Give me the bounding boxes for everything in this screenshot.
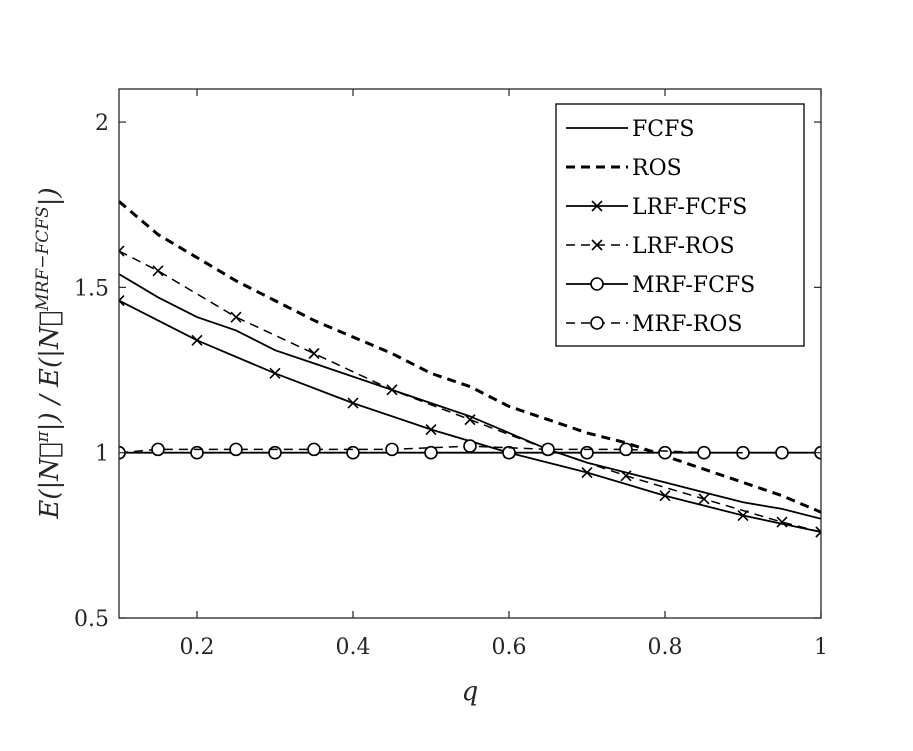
- data-point-mrf-fcfs: [580, 445, 594, 460]
- y-tick-label: 0.5: [74, 607, 109, 632]
- tick-layer: 0.2 0.4 0.6 0.8 1 0.5 1 1.5 2: [74, 89, 828, 660]
- axes-frame: [118, 88, 822, 619]
- data-point-lrf-ros: [815, 526, 821, 538]
- data-point-lrf-ros: [698, 493, 710, 505]
- data-point-lrf-ros: [620, 470, 632, 482]
- x-tick-label: 0.6: [492, 635, 527, 660]
- legend-marker-mrf-fcfs: [590, 277, 604, 291]
- data-point-lrf-fcfs: [425, 423, 437, 436]
- data-point-lrf-ros: [386, 384, 398, 396]
- legend-box: [555, 103, 805, 347]
- data-point-lrf-fcfs: [191, 334, 203, 346]
- data-point-mrf-ros: [541, 442, 555, 457]
- data-point-mrf-ros: [307, 442, 321, 457]
- data-point-mrf-ros: [229, 442, 243, 457]
- data-point-mrf-fcfs: [424, 445, 438, 460]
- y-tick-label: 2: [95, 111, 109, 136]
- legend-marker-lrf-fcfs: [591, 200, 603, 212]
- data-point-lrf-fcfs: [269, 367, 281, 379]
- y-tick-label: 1: [95, 442, 109, 467]
- data-point-lrf-ros: [776, 516, 788, 528]
- data-point-lrf-fcfs: [119, 295, 125, 307]
- x-axis-label: q: [462, 677, 479, 707]
- data-point-mrf-ros: [385, 442, 399, 457]
- data-point-lrf-ros: [308, 347, 320, 360]
- legend-label-ros: ROS: [632, 156, 682, 181]
- data-point-mrf-ros: [619, 442, 633, 457]
- data-point-mrf-fcfs: [190, 445, 204, 460]
- legend-label-mrf-ros: MRF-ROS: [632, 312, 742, 337]
- data-point-mrf-fcfs: [658, 445, 672, 460]
- series-line-fcfs: [119, 273, 821, 520]
- y-axis-label: E(|N⃗π|) / E(|N⃗MRF−FCFS|): [33, 187, 65, 519]
- vector-n-symbol: N⃗: [35, 442, 65, 481]
- series-line-ros: [119, 200, 821, 514]
- data-point-mrf-fcfs: [346, 445, 360, 460]
- legend-marker-mrf-ros: [590, 316, 604, 330]
- data-point-lrf-ros: [152, 265, 164, 277]
- svg-text:E(|N⃗π|) / E(|N⃗MRF−FCFS|): E(|N⃗π|) / E(|N⃗MRF−FCFS|): [33, 187, 65, 519]
- data-point-lrf-fcfs: [659, 490, 671, 502]
- legend: FCFS ROS LRF-FCFS LRF-ROS MRF-FCFS MRF-ROS: [555, 103, 805, 347]
- data-point-lrf-fcfs: [581, 466, 593, 479]
- data-point-mrf-ros: [697, 445, 711, 460]
- data-point-lrf-ros: [464, 414, 476, 426]
- data-point-mrf-ros: [151, 442, 165, 457]
- x-tick-label: 0.2: [180, 635, 215, 660]
- data-point-mrf-ros: [775, 445, 789, 460]
- legend-marker-lrf-ros: [591, 239, 603, 251]
- data-point-mrf-ros: [463, 439, 477, 453]
- legend-label-mrf-fcfs: MRF-FCFS: [632, 273, 755, 298]
- x-tick-label: 1: [814, 635, 828, 660]
- legend-label-lrf-fcfs: LRF-FCFS: [632, 195, 747, 220]
- y-tick-label: 1.5: [74, 276, 109, 301]
- data-point-lrf-fcfs: [347, 397, 359, 409]
- data-point-lrf-ros: [230, 311, 242, 323]
- legend-label-lrf-ros: LRF-ROS: [632, 234, 735, 259]
- x-tick-label: 0.4: [336, 635, 371, 660]
- data-point-mrf-fcfs: [268, 445, 282, 460]
- data-point-lrf-ros: [119, 245, 125, 257]
- data-point-mrf-fcfs: [502, 445, 516, 460]
- x-tick-label: 0.8: [648, 635, 683, 660]
- legend-label-fcfs: FCFS: [632, 117, 694, 142]
